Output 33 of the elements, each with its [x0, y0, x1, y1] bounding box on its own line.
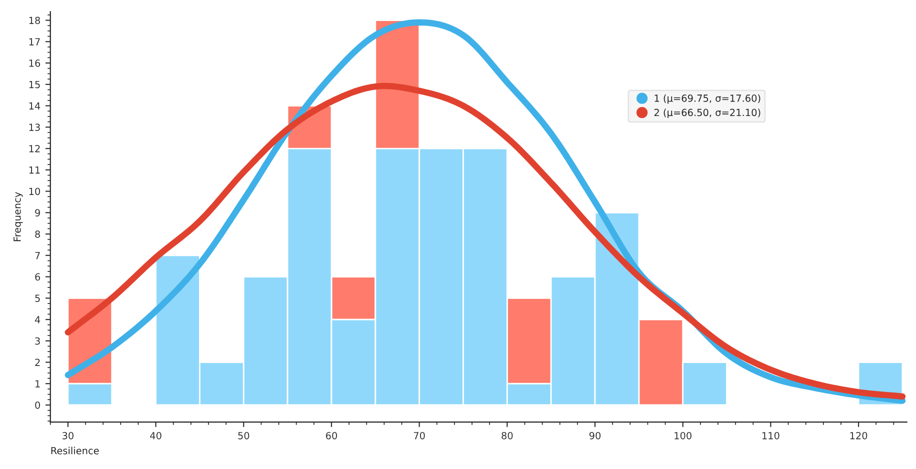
y-tick-label: 1	[36, 380, 40, 388]
y-tick-label: 10	[29, 188, 40, 196]
legend-label: 2 (μ=66.50, σ=21.10)	[654, 108, 760, 118]
y-tick-label: 8	[35, 230, 40, 238]
y-tick-label: 2	[35, 358, 40, 366]
y-tick-label: 15	[29, 81, 40, 88]
x-axis-title: Resilience	[51, 446, 99, 454]
y-tick-label: 5	[35, 294, 40, 302]
x-tick-label: 60	[326, 432, 338, 440]
y-tick-label: 17	[29, 38, 40, 46]
y-tick-label: 9	[35, 209, 40, 216]
y-tick-label: 0	[35, 401, 40, 409]
y-tick-label: 11	[29, 166, 40, 174]
x-tick-label: 100	[674, 432, 692, 440]
y-tick-label: 13	[29, 124, 40, 131]
y-tick-label: 6	[35, 273, 40, 281]
y-tick-label: 4	[34, 316, 40, 324]
y-tick-label: 18	[29, 16, 40, 24]
x-tick-label: 70	[414, 432, 425, 440]
x-tick-label: 80	[502, 432, 513, 440]
y-axis-title: Frequency	[14, 192, 23, 242]
x-tick-label: 90	[589, 432, 601, 440]
x-tick-label: 110	[762, 432, 780, 440]
x-tick-label: 120	[850, 432, 868, 440]
y-tick-label: 7	[35, 252, 40, 260]
y-tick-label: 14	[29, 102, 40, 110]
legend-label: 1 (μ=69.75, σ=17.60)	[654, 94, 760, 104]
x-tick-label: 40	[150, 432, 162, 440]
x-tick-label: 30	[62, 432, 74, 440]
x-tick-label: 50	[238, 432, 250, 440]
y-tick-label: 16	[29, 60, 40, 67]
y-tick-label: 3	[35, 337, 40, 345]
y-tick-label: 12	[29, 144, 40, 152]
